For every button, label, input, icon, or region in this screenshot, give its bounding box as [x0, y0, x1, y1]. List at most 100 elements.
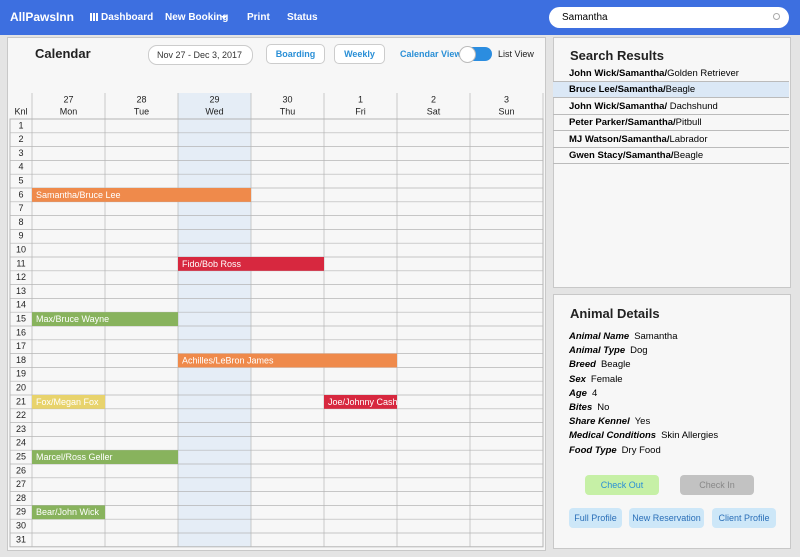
caret	[221, 16, 227, 22]
booking	[324, 395, 397, 409]
check-out-button[interactable]: Check Out	[585, 475, 659, 495]
kennel-number: 2	[18, 134, 23, 144]
detail-row: Share Kennel Yes	[569, 416, 650, 427]
detail-row: Age 4	[569, 388, 597, 399]
nav-link[interactable]: Dashboard	[101, 12, 154, 23]
booking	[178, 353, 397, 368]
kennel-number: 1	[18, 120, 23, 130]
detail-value: Yes	[634, 416, 651, 428]
booking	[32, 312, 178, 326]
detail-label: Medical Conditions	[569, 430, 657, 442]
kennel-number: 15	[16, 313, 26, 323]
filter-dropdown[interactable]: Boarding	[266, 44, 325, 64]
link-button[interactable]: New Reservation	[629, 508, 704, 528]
kennel-number: 24	[16, 438, 26, 448]
day-name: Tue	[134, 106, 149, 116]
result-breed: Beagle	[673, 150, 704, 161]
grid-body	[9, 118, 544, 548]
search-result[interactable]: John Wick/Samantha/ Dachshund	[553, 99, 789, 115]
kennel-number: 11	[16, 258, 25, 268]
search-result[interactable]: John Wick/Samantha/Golden Retriever	[553, 66, 789, 82]
result-breed: Labrador	[669, 133, 708, 145]
day-name: Thu	[280, 106, 296, 116]
kennel-number: 4	[18, 162, 23, 172]
search-result[interactable]: Gwen Stacy/Samantha/Beagle	[553, 148, 789, 164]
detail-row: Animal Type Dog	[569, 345, 648, 356]
kennel-number: 9	[18, 231, 23, 241]
grid-icon	[90, 13, 98, 21]
result-name: John Wick/Samantha/	[569, 68, 668, 79]
kennel-number: 27	[16, 479, 26, 489]
day-name: Sat	[427, 106, 441, 116]
day-name: Mon	[60, 106, 78, 116]
nav-link[interactable]: Print	[247, 12, 270, 23]
kennel-number: 28	[16, 493, 26, 503]
result-name: Peter Parker/Samantha/	[569, 117, 676, 129]
result-name: Gwen Stacy/Samantha/	[569, 150, 674, 161]
detail-value: Dog	[630, 345, 648, 357]
detail-value: Skin Allergies	[661, 430, 719, 442]
result-name: John Wick/Samantha/	[569, 100, 668, 112]
nav-link[interactable]: New Booking	[165, 12, 229, 23]
kennel-number: 16	[16, 327, 26, 337]
result-breed: Beagle	[665, 84, 696, 96]
nav-link[interactable]: Status	[287, 12, 318, 23]
detail-label: Animal Name	[569, 331, 630, 342]
kennel-number: 5	[18, 175, 23, 185]
kennel-number: 7	[18, 203, 23, 213]
details-panel	[553, 294, 791, 549]
detail-row: Breed Beagle	[569, 359, 631, 370]
kennel-number: 17	[16, 341, 26, 351]
result-breed: Golden Retriever	[667, 68, 739, 79]
booking-label: Samantha/Bruce Lee	[36, 190, 121, 200]
kennel-number: 21	[16, 396, 26, 406]
detail-value: Dry Food	[621, 444, 661, 456]
kennel-number: 6	[18, 189, 23, 199]
detail-label: Breed	[569, 359, 596, 371]
search-icon	[773, 13, 780, 20]
booking-label: Achilles/LeBron James	[182, 355, 274, 365]
kennel-number: 22	[16, 410, 26, 420]
kennel-header: Knl	[14, 106, 27, 116]
day-date: 3	[504, 94, 509, 104]
date-range[interactable]: Nov 27 - Dec 3, 2017	[148, 45, 253, 65]
search-title: Search Results	[570, 48, 664, 63]
result-breed: Dachshund	[667, 100, 718, 112]
calendar-panel	[7, 37, 546, 551]
booking	[32, 450, 178, 464]
booking-label: Max/Bruce Wayne	[36, 314, 109, 324]
detail-row: Food Type Dry Food	[569, 445, 661, 456]
filter-dropdown[interactable]: Weekly	[334, 44, 385, 64]
detail-value: No	[597, 402, 610, 413]
search-box[interactable]	[549, 7, 789, 28]
day-name: Sun	[498, 106, 514, 116]
kennel-number: 20	[16, 382, 26, 392]
link-button[interactable]: Client Profile	[712, 508, 776, 528]
search-result[interactable]: Bruce Lee/Samantha/Beagle	[553, 82, 789, 99]
detail-label: Sex	[569, 373, 586, 385]
day-date: 2	[431, 94, 436, 104]
detail-row: Medical Conditions Skin Allergies	[569, 430, 718, 441]
toggle-knob	[459, 46, 476, 63]
kennel-number: 3	[18, 148, 23, 158]
kennel-number: 29	[16, 507, 26, 517]
detail-row: Bites No	[569, 402, 609, 413]
check-in-button[interactable]: Check In	[680, 475, 754, 495]
detail-value: Beagle	[600, 359, 631, 371]
day-date: 29	[209, 94, 219, 104]
booking	[32, 188, 251, 202]
booking-label: Bear/John Wick	[36, 507, 100, 517]
detail-value: 4	[591, 387, 598, 399]
kennel-number: 13	[16, 286, 26, 296]
booking	[178, 257, 324, 271]
search-result[interactable]: Peter Parker/Samantha/Pitbull	[553, 115, 789, 132]
booking-label: Marcel/Ross Geller	[36, 452, 113, 462]
search-result[interactable]: MJ Watson/Samantha/Labrador	[553, 132, 789, 148]
kennel-number: 8	[18, 217, 23, 227]
brand[interactable]: AllPawsInn	[10, 10, 75, 24]
view-label: List View	[498, 49, 534, 59]
details-title: Animal Details	[570, 306, 660, 321]
link-button[interactable]: Full Profile	[569, 508, 622, 528]
day-name: Wed	[205, 106, 223, 116]
